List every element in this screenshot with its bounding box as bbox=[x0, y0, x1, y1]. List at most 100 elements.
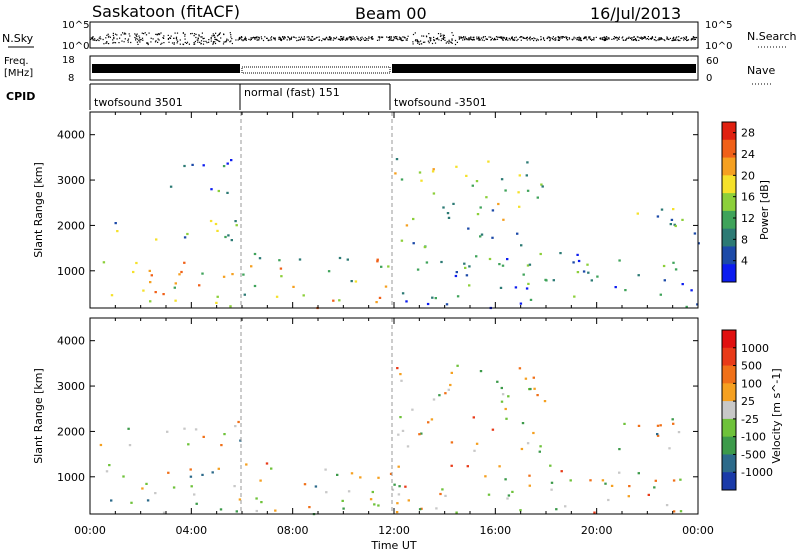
nsky-point bbox=[560, 36, 562, 38]
nsky-point bbox=[448, 41, 450, 43]
colorbar-tick-label: 100 bbox=[741, 377, 762, 390]
heatmap-cell bbox=[216, 229, 219, 232]
heatmap-cell bbox=[292, 285, 295, 288]
nsky-point bbox=[113, 36, 115, 38]
nsky-point bbox=[244, 36, 246, 38]
nsky-point bbox=[240, 37, 242, 39]
nsky-point bbox=[206, 42, 208, 44]
heatmap-cell bbox=[99, 443, 103, 447]
nsky-point bbox=[608, 37, 610, 39]
heatmap-cell bbox=[441, 488, 444, 491]
nsky-point bbox=[525, 37, 527, 39]
nsky-point bbox=[127, 41, 129, 43]
nsky-point bbox=[468, 37, 470, 39]
heatmap-cell bbox=[178, 273, 181, 276]
nsky-point bbox=[184, 33, 186, 35]
heatmap-cell bbox=[498, 465, 501, 468]
nsky-point bbox=[677, 39, 679, 41]
heatmap-cell bbox=[395, 158, 399, 161]
heatmap-cell bbox=[395, 511, 399, 514]
nsky-point bbox=[350, 39, 352, 41]
heatmap-cell bbox=[517, 191, 520, 194]
nsky-point bbox=[604, 36, 606, 38]
nsky-point bbox=[389, 38, 391, 40]
nsky-point bbox=[468, 39, 470, 41]
nsky-point bbox=[497, 36, 499, 38]
freq-label-line1: Freq. bbox=[4, 56, 29, 67]
heatmap-cell bbox=[500, 386, 503, 390]
nsky-point bbox=[333, 38, 335, 40]
nsky-point bbox=[540, 36, 542, 38]
nsky-point bbox=[505, 39, 507, 41]
nsky-point bbox=[514, 37, 516, 39]
y-tick-label: 2000 bbox=[57, 425, 85, 438]
freq-bar-1 bbox=[92, 64, 240, 73]
nsky-point bbox=[613, 38, 615, 40]
nsky-point bbox=[390, 36, 392, 38]
nsky-point bbox=[599, 37, 602, 40]
nsky-point bbox=[491, 37, 493, 39]
nsky-point bbox=[414, 32, 416, 34]
nsky-point bbox=[351, 38, 353, 40]
nsky-point bbox=[563, 36, 565, 38]
x-tick-label: 00:00 bbox=[682, 524, 714, 537]
nsky-point bbox=[283, 36, 286, 38]
nsky-point bbox=[436, 38, 438, 40]
heatmap-cell bbox=[405, 224, 409, 227]
heatmap-cell bbox=[110, 499, 113, 502]
nsky-point bbox=[235, 39, 237, 41]
nsky-point bbox=[648, 38, 650, 41]
heatmap-cell bbox=[601, 479, 605, 482]
nsky-point bbox=[127, 38, 130, 40]
power-axes: 1000 2000 3000 4000 bbox=[57, 112, 699, 308]
heatmap-cell bbox=[350, 472, 354, 475]
heatmap-cell bbox=[587, 271, 590, 274]
heatmap-cell bbox=[201, 473, 204, 476]
cpid-panel: CPID twofsound 3501 normal (fast) 151 tw… bbox=[6, 83, 487, 110]
heatmap-cell bbox=[342, 507, 345, 510]
heatmap-cell bbox=[447, 216, 451, 219]
nsky-point bbox=[367, 39, 369, 41]
heatmap-cell bbox=[479, 206, 482, 209]
nsky-point bbox=[471, 38, 473, 41]
nsky-point bbox=[300, 38, 302, 40]
heatmap-cell bbox=[673, 223, 676, 226]
colorbar-segment bbox=[722, 139, 736, 159]
nsky-point bbox=[308, 37, 310, 39]
nsky-point bbox=[147, 42, 149, 44]
nsky-point bbox=[515, 36, 517, 38]
nsky-point bbox=[537, 39, 539, 41]
nsky-point bbox=[646, 38, 649, 40]
heatmap-cell bbox=[250, 265, 253, 268]
heatmap-cell bbox=[183, 261, 186, 264]
nsky-point bbox=[112, 39, 114, 41]
freq-tick-bottom: 8 bbox=[68, 73, 74, 84]
nsky-point bbox=[660, 37, 662, 39]
nsky-point bbox=[188, 43, 190, 45]
colorbar-segment bbox=[722, 365, 736, 384]
nsky-point bbox=[617, 37, 619, 39]
colorbar-tick-label: 1000 bbox=[741, 342, 769, 355]
nsky-point bbox=[163, 37, 165, 39]
colorbar-segment bbox=[722, 122, 736, 141]
nsky-point bbox=[618, 36, 620, 38]
heatmap-cell bbox=[418, 171, 422, 174]
nsky-point bbox=[134, 33, 136, 35]
nsky-point bbox=[519, 36, 521, 39]
nsky-point bbox=[412, 41, 414, 43]
heatmap-cell bbox=[255, 497, 258, 500]
nsky-point bbox=[562, 36, 564, 38]
heatmap-cell bbox=[467, 227, 470, 230]
nsky-point bbox=[659, 38, 661, 40]
nsky-point bbox=[529, 36, 531, 38]
nsky-point bbox=[214, 38, 216, 40]
nsky-point bbox=[470, 36, 472, 38]
heatmap-cell bbox=[162, 293, 165, 296]
nsky-point bbox=[255, 36, 257, 38]
heatmap-cell bbox=[665, 504, 669, 507]
nsky-point bbox=[490, 39, 493, 41]
nsky-point bbox=[106, 34, 108, 36]
heatmap-cell bbox=[327, 270, 331, 273]
nsky-point bbox=[210, 37, 212, 39]
heatmap-cell bbox=[484, 475, 487, 478]
